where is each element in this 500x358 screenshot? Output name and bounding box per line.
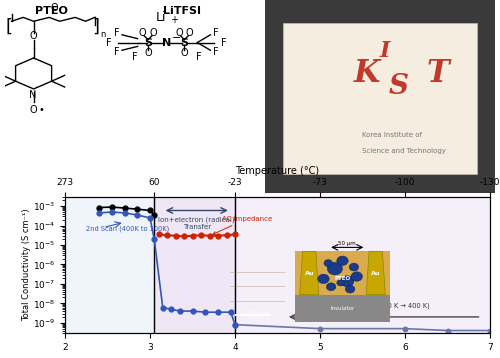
Circle shape xyxy=(337,280,344,286)
Text: O: O xyxy=(30,105,38,115)
Circle shape xyxy=(340,276,354,287)
Circle shape xyxy=(351,272,362,281)
Text: N: N xyxy=(28,90,36,100)
Text: O: O xyxy=(50,3,58,13)
Text: S: S xyxy=(388,73,408,101)
Text: 100 μm: 100 μm xyxy=(247,311,268,316)
Circle shape xyxy=(328,262,342,275)
Text: F: F xyxy=(106,38,112,48)
Circle shape xyxy=(349,263,358,271)
Text: AC Impedance: AC Impedance xyxy=(213,216,272,234)
Text: O: O xyxy=(150,28,157,38)
Text: S: S xyxy=(144,38,152,48)
Text: O: O xyxy=(186,28,194,38)
FancyBboxPatch shape xyxy=(284,23,476,174)
Text: Science and Technology: Science and Technology xyxy=(362,148,446,154)
Circle shape xyxy=(318,274,329,284)
X-axis label: 1000 T⁻¹ (K⁻¹): 1000 T⁻¹ (K⁻¹) xyxy=(243,357,312,358)
Bar xyxy=(295,251,390,295)
Bar xyxy=(65,197,154,333)
Text: LiTFSI: LiTFSI xyxy=(163,6,201,16)
Bar xyxy=(154,197,235,333)
Text: F: F xyxy=(132,52,138,62)
Polygon shape xyxy=(300,251,319,295)
Text: Insulator: Insulator xyxy=(330,306,354,311)
Text: 50 μm: 50 μm xyxy=(338,241,356,246)
Text: F: F xyxy=(114,28,119,38)
Text: ]: ] xyxy=(92,18,100,36)
Text: 1st Scan (100 K → 400 K): 1st Scan (100 K → 400 K) xyxy=(346,303,430,309)
Text: Korea Institute of: Korea Institute of xyxy=(362,132,422,138)
Text: [: [ xyxy=(6,18,12,36)
Text: O: O xyxy=(30,31,38,41)
Text: Ion+electron (radical)
Transfer: Ion+electron (radical) Transfer xyxy=(158,216,235,230)
Text: I: I xyxy=(380,40,390,62)
Circle shape xyxy=(324,260,332,267)
Text: F: F xyxy=(114,47,119,57)
Text: F: F xyxy=(213,47,218,57)
Text: Au: Au xyxy=(371,271,380,276)
Text: O: O xyxy=(139,28,146,38)
Text: O: O xyxy=(144,48,152,58)
Text: Au: Au xyxy=(304,271,314,276)
Text: F: F xyxy=(196,52,202,62)
Text: N: N xyxy=(162,38,171,48)
Text: O: O xyxy=(180,48,188,58)
Text: PTEO: PTEO xyxy=(334,276,350,281)
Text: −: − xyxy=(172,33,181,43)
Text: n: n xyxy=(100,30,105,39)
Text: •: • xyxy=(38,105,44,115)
Circle shape xyxy=(326,283,336,291)
Text: T: T xyxy=(426,58,449,89)
Text: F: F xyxy=(220,38,226,48)
Text: PTEO: PTEO xyxy=(36,6,68,16)
Text: 2nd Scan (400K to 100K): 2nd Scan (400K to 100K) xyxy=(86,226,170,232)
Text: S: S xyxy=(180,38,188,48)
Circle shape xyxy=(346,285,355,293)
Bar xyxy=(295,295,390,322)
Y-axis label: Total Conductivity (S cm⁻¹): Total Conductivity (S cm⁻¹) xyxy=(22,209,32,321)
Bar xyxy=(235,197,490,333)
Text: Li: Li xyxy=(156,11,166,24)
Text: F: F xyxy=(213,28,218,38)
Text: +: + xyxy=(170,15,178,25)
Polygon shape xyxy=(366,251,385,295)
Circle shape xyxy=(337,256,348,266)
X-axis label: Temperature (°C): Temperature (°C) xyxy=(236,166,320,176)
Text: O: O xyxy=(176,28,183,38)
Text: K: K xyxy=(354,58,380,89)
